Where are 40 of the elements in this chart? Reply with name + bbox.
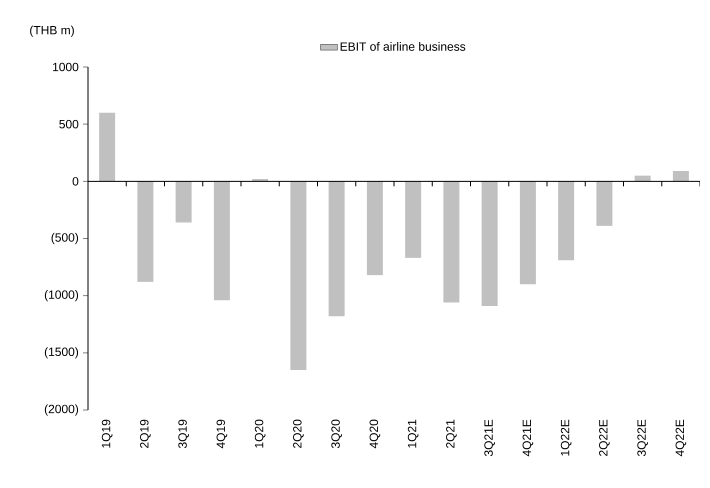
x-tick-label: 2Q19 [140, 420, 151, 448]
y-tick-label: 500 [59, 120, 78, 128]
bar [672, 171, 689, 182]
x-tick-label: 1Q22E [560, 420, 572, 456]
y-tick-label: 0 [72, 177, 78, 186]
legend-label: EBIT of airline business [340, 42, 466, 51]
x-tick-label: 3Q21E [484, 420, 495, 456]
bar [99, 112, 116, 182]
x-tick-label: 3Q22E [637, 420, 648, 456]
x-tick-label: 2Q20 [293, 420, 304, 448]
y-tick-label: (1000) [44, 290, 78, 302]
bar [137, 181, 154, 282]
bar [443, 181, 460, 303]
x-tick-label: 4Q19 [216, 420, 228, 448]
x-tick-label: 2Q22E [599, 420, 610, 456]
x-tick-label: 4Q21E [522, 420, 534, 456]
x-tick-label: 4Q20 [370, 420, 380, 448]
bar [366, 181, 383, 276]
x-tick-label: 1Q19 [102, 420, 112, 448]
bar [405, 181, 422, 258]
y-tick-label: 1000 [53, 62, 78, 72]
x-tick-label: 1Q20 [254, 420, 266, 448]
bar [290, 181, 306, 370]
y-axis-title: (THB m) [30, 26, 74, 37]
x-tick-label: 3Q19 [178, 420, 189, 448]
bar [596, 181, 612, 226]
bar [328, 181, 345, 316]
y-tick-label: (1500) [44, 347, 78, 358]
bar [520, 181, 536, 284]
bar [214, 181, 230, 300]
bar [482, 181, 498, 306]
y-tick-label: (2000) [44, 404, 78, 416]
bar [634, 176, 651, 182]
x-tick-label: 1Q21 [408, 420, 418, 448]
bar [176, 181, 192, 222]
x-tick-label: 3Q20 [331, 420, 342, 448]
x-tick-label: 2Q21 [446, 420, 457, 448]
x-tick-label: 4Q22E [676, 420, 686, 456]
bar [558, 181, 574, 260]
y-tick-label: (500) [52, 232, 78, 244]
